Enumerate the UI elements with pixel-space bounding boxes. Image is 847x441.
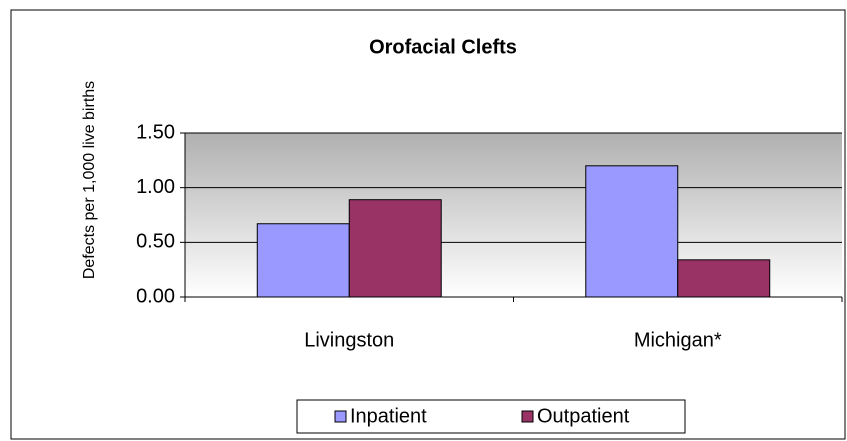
legend-box <box>296 399 686 434</box>
y-tick-label: 0.00 <box>136 285 175 307</box>
legend-swatch <box>521 410 534 423</box>
y-tick-label: 0.50 <box>136 231 175 253</box>
x-tick-label: Livingston <box>304 329 394 351</box>
bar <box>677 259 771 298</box>
bar <box>585 165 679 298</box>
y-tick-label: 1.50 <box>136 121 175 143</box>
y-axis-label: Defects per 1,000 live births <box>81 81 98 279</box>
legend-label: Inpatient <box>350 405 427 427</box>
y-tick-label: 1.00 <box>136 176 175 198</box>
x-tick-label: Michigan* <box>634 329 722 351</box>
legend-swatch <box>334 410 347 423</box>
bar <box>348 199 442 298</box>
legend-label: Outpatient <box>537 405 630 427</box>
bar <box>256 223 350 298</box>
chart-title: Orofacial Clefts <box>369 36 517 58</box>
